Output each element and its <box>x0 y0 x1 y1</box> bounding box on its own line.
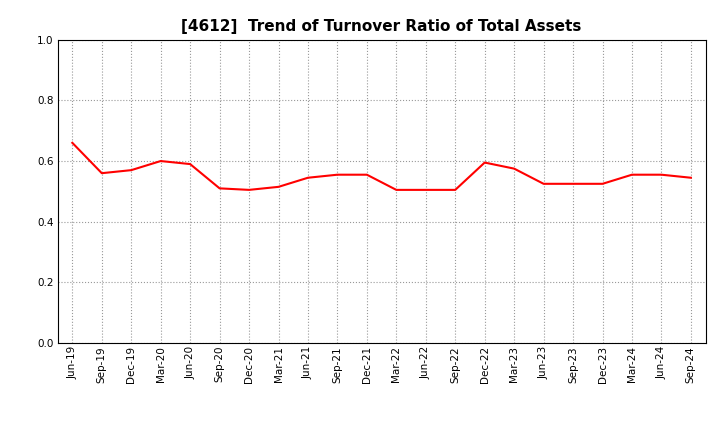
Title: [4612]  Trend of Turnover Ratio of Total Assets: [4612] Trend of Turnover Ratio of Total … <box>181 19 582 34</box>
